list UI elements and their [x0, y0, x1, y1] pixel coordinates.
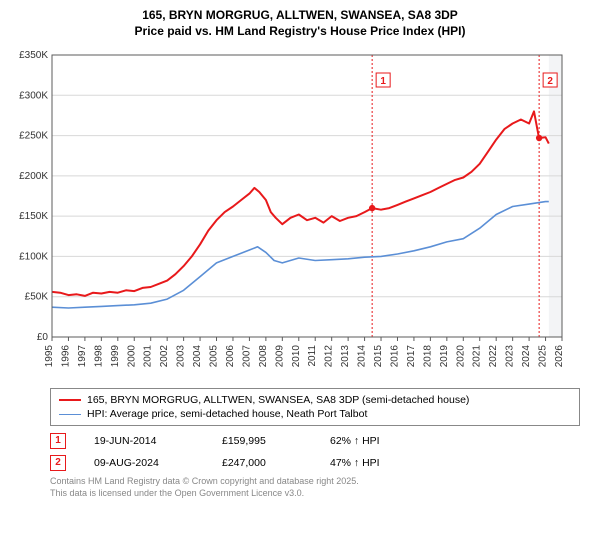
svg-text:2013: 2013: [340, 345, 351, 368]
svg-text:2: 2: [547, 76, 553, 87]
svg-text:2019: 2019: [439, 345, 450, 368]
svg-text:£200K: £200K: [19, 171, 48, 182]
event-row: 1 19-JUN-2014 £159,995 62% ↑ HPI: [50, 430, 580, 452]
legend-swatch: [59, 399, 81, 401]
svg-text:2024: 2024: [521, 345, 532, 368]
footer-line-2: This data is licensed under the Open Gov…: [50, 488, 304, 498]
svg-text:1999: 1999: [110, 345, 121, 368]
svg-text:2016: 2016: [389, 345, 400, 368]
svg-text:2025: 2025: [538, 345, 549, 368]
footer-line-1: Contains HM Land Registry data © Crown c…: [50, 476, 359, 486]
svg-text:2011: 2011: [307, 345, 318, 367]
svg-text:2007: 2007: [241, 345, 252, 368]
svg-text:2015: 2015: [373, 345, 384, 368]
svg-text:2018: 2018: [422, 345, 433, 368]
svg-text:2017: 2017: [406, 345, 417, 368]
event-row: 2 09-AUG-2024 £247,000 47% ↑ HPI: [50, 452, 580, 474]
svg-text:2022: 2022: [488, 345, 499, 368]
svg-text:£300K: £300K: [19, 90, 48, 101]
svg-text:1: 1: [380, 76, 386, 87]
svg-text:£0: £0: [37, 332, 49, 343]
event-delta: 62% ↑ HPI: [330, 435, 430, 447]
event-price: £247,000: [222, 457, 302, 469]
svg-text:2004: 2004: [192, 345, 203, 368]
svg-text:2002: 2002: [159, 345, 170, 368]
event-marker: 2: [50, 455, 66, 471]
svg-text:1995: 1995: [44, 345, 55, 368]
footer-attribution: Contains HM Land Registry data © Crown c…: [50, 476, 580, 499]
legend-swatch: [59, 414, 81, 415]
legend-label: 165, BRYN MORGRUG, ALLTWEN, SWANSEA, SA8…: [87, 394, 469, 406]
svg-text:2005: 2005: [209, 345, 220, 368]
svg-text:2020: 2020: [455, 345, 466, 368]
event-marker: 1: [50, 433, 66, 449]
legend: 165, BRYN MORGRUG, ALLTWEN, SWANSEA, SA8…: [50, 388, 580, 426]
svg-text:1998: 1998: [93, 345, 104, 368]
svg-text:£100K: £100K: [19, 252, 48, 263]
line-chart: £0 £50K £100K £150K £200K £250K £300K £350K 1995…: [10, 47, 570, 377]
svg-text:2001: 2001: [143, 345, 154, 368]
svg-text:2008: 2008: [258, 345, 269, 368]
svg-text:2026: 2026: [554, 345, 565, 368]
svg-text:2003: 2003: [176, 345, 187, 368]
legend-item: HPI: Average price, semi-detached house,…: [59, 407, 571, 421]
event-date: 19-JUN-2014: [94, 435, 194, 447]
svg-text:2023: 2023: [505, 345, 516, 368]
event-price: £159,995: [222, 435, 302, 447]
chart-title: 165, BRYN MORGRUG, ALLTWEN, SWANSEA, SA8…: [0, 0, 600, 39]
svg-text:2006: 2006: [225, 345, 236, 368]
svg-text:2014: 2014: [357, 345, 368, 368]
svg-text:1996: 1996: [60, 345, 71, 368]
svg-text:2021: 2021: [472, 345, 483, 368]
event-delta: 47% ↑ HPI: [330, 457, 430, 469]
legend-label: HPI: Average price, semi-detached house,…: [87, 408, 367, 420]
svg-text:£50K: £50K: [25, 292, 49, 303]
svg-text:2010: 2010: [291, 345, 302, 368]
svg-text:2012: 2012: [324, 345, 335, 368]
svg-text:£350K: £350K: [19, 50, 48, 61]
event-date: 09-AUG-2024: [94, 457, 194, 469]
svg-text:£150K: £150K: [19, 211, 48, 222]
svg-text:1997: 1997: [77, 345, 88, 368]
title-line-1: 165, BRYN MORGRUG, ALLTWEN, SWANSEA, SA8…: [142, 8, 458, 22]
legend-item: 165, BRYN MORGRUG, ALLTWEN, SWANSEA, SA8…: [59, 393, 571, 407]
chart-area: £0 £50K £100K £150K £200K £250K £300K £350K 1995…: [10, 47, 590, 382]
svg-text:2009: 2009: [274, 345, 285, 368]
title-line-2: Price paid vs. HM Land Registry's House …: [135, 24, 466, 38]
svg-text:2000: 2000: [126, 345, 137, 368]
svg-text:£250K: £250K: [19, 131, 48, 142]
events-table: 1 19-JUN-2014 £159,995 62% ↑ HPI 2 09-AUG-202…: [50, 430, 580, 474]
